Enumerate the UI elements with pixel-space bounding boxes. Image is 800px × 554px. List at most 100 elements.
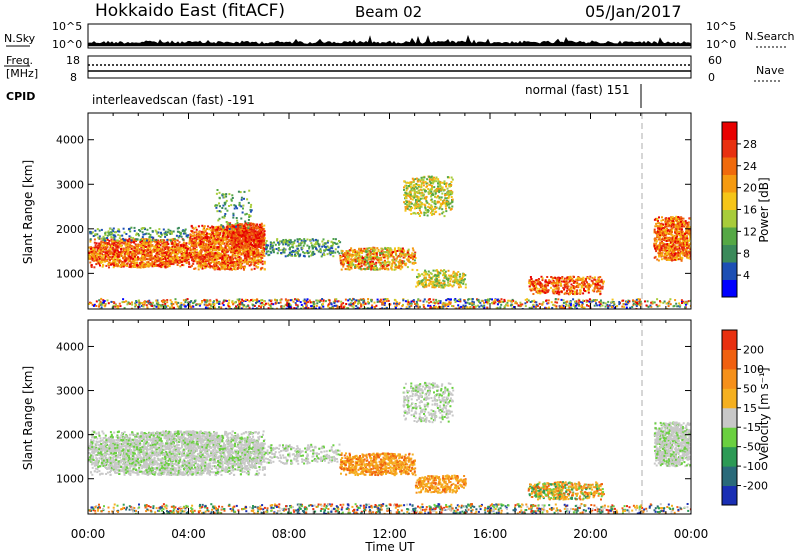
data-pixel <box>162 252 165 255</box>
data-pixel <box>419 192 422 194</box>
data-pixel <box>97 247 100 250</box>
data-pixel <box>444 203 447 206</box>
data-pixel <box>121 260 124 263</box>
data-pixel <box>174 260 177 263</box>
data-pixel <box>161 265 164 268</box>
data-pixel <box>208 258 211 261</box>
data-pixel <box>205 247 208 250</box>
data-pixel <box>160 240 163 243</box>
data-pixel <box>383 260 386 263</box>
data-pixel <box>211 260 214 263</box>
data-pixel <box>152 264 155 267</box>
data-pixel <box>254 230 257 233</box>
data-pixel <box>167 243 170 246</box>
data-pixel <box>127 248 130 251</box>
data-pixel <box>100 244 103 247</box>
data-pixel <box>119 234 122 237</box>
data-pixel <box>243 240 246 243</box>
data-pixel <box>393 248 396 251</box>
data-pixel <box>315 248 318 251</box>
data-pixel <box>133 229 136 232</box>
data-pixel <box>243 250 246 253</box>
data-pixel <box>408 193 411 196</box>
data-pixel <box>158 228 161 231</box>
data-pixel <box>101 241 104 244</box>
data-pixel <box>451 200 454 203</box>
data-pixel <box>367 262 369 265</box>
data-pixel <box>236 247 239 250</box>
data-pixel <box>169 260 172 263</box>
data-pixel <box>239 267 242 269</box>
data-pixel <box>171 245 174 248</box>
data-pixel <box>101 256 104 259</box>
data-pixel <box>433 180 436 183</box>
data-pixel <box>254 262 257 265</box>
data-pixel <box>347 262 350 264</box>
data-pixel <box>289 252 291 255</box>
data-pixel <box>433 176 435 179</box>
data-pixel <box>90 266 93 268</box>
data-pixel <box>214 258 217 261</box>
data-pixel <box>167 231 169 234</box>
data-pixel <box>355 253 358 256</box>
data-pixel <box>93 259 95 262</box>
data-pixel <box>201 242 204 245</box>
data-pixel <box>261 266 264 269</box>
data-pixel <box>425 195 428 198</box>
data-pixel <box>429 192 432 195</box>
data-pixel <box>117 228 120 231</box>
data-pixel <box>414 257 417 259</box>
data-pixel <box>91 258 94 261</box>
data-pixel <box>406 205 409 208</box>
data-pixel <box>206 237 209 240</box>
data-pixel <box>240 235 243 238</box>
data-pixel <box>223 256 226 259</box>
data-pixel <box>369 255 372 258</box>
data-pixel <box>163 258 165 260</box>
data-pixel <box>123 252 126 255</box>
data-pixel <box>402 256 405 259</box>
data-pixel <box>393 258 396 261</box>
data-pixel <box>144 249 147 252</box>
data-pixel <box>249 257 252 260</box>
data-pixel <box>418 207 421 210</box>
data-pixel <box>100 246 103 249</box>
data-pixel <box>150 239 153 242</box>
data-pixel <box>267 244 269 247</box>
data-pixel <box>448 184 451 187</box>
data-pixel <box>126 239 129 242</box>
data-pixel <box>164 258 167 261</box>
data-pixel <box>412 262 415 265</box>
data-pixel <box>428 274 431 277</box>
data-pixel <box>238 244 241 247</box>
data-pixel <box>446 200 449 203</box>
data-pixel <box>160 260 163 263</box>
data-pixel <box>229 248 231 251</box>
data-pixel <box>128 237 131 240</box>
data-pixel <box>421 176 424 179</box>
data-pixel <box>228 239 231 242</box>
data-pixel <box>143 239 146 242</box>
data-pixel <box>231 224 234 226</box>
data-pixel <box>443 280 446 283</box>
data-pixel <box>412 178 415 181</box>
data-pixel <box>207 252 210 255</box>
data-pixel <box>158 258 161 261</box>
data-pixel <box>427 188 430 190</box>
data-pixel <box>234 268 237 271</box>
data-pixel <box>217 245 220 248</box>
data-pixel <box>413 255 416 258</box>
data-pixel <box>228 226 231 229</box>
data-pixel <box>218 229 221 232</box>
data-pixel <box>215 256 218 259</box>
data-pixel <box>178 247 181 250</box>
data-pixel <box>234 250 237 253</box>
data-pixel <box>323 249 326 252</box>
data-pixel <box>142 246 145 249</box>
data-pixel <box>132 255 135 258</box>
data-pixel <box>278 249 281 251</box>
data-pixel <box>115 251 118 254</box>
data-pixel <box>142 242 145 245</box>
data-pixel <box>114 249 117 252</box>
data-pixel <box>104 232 107 235</box>
